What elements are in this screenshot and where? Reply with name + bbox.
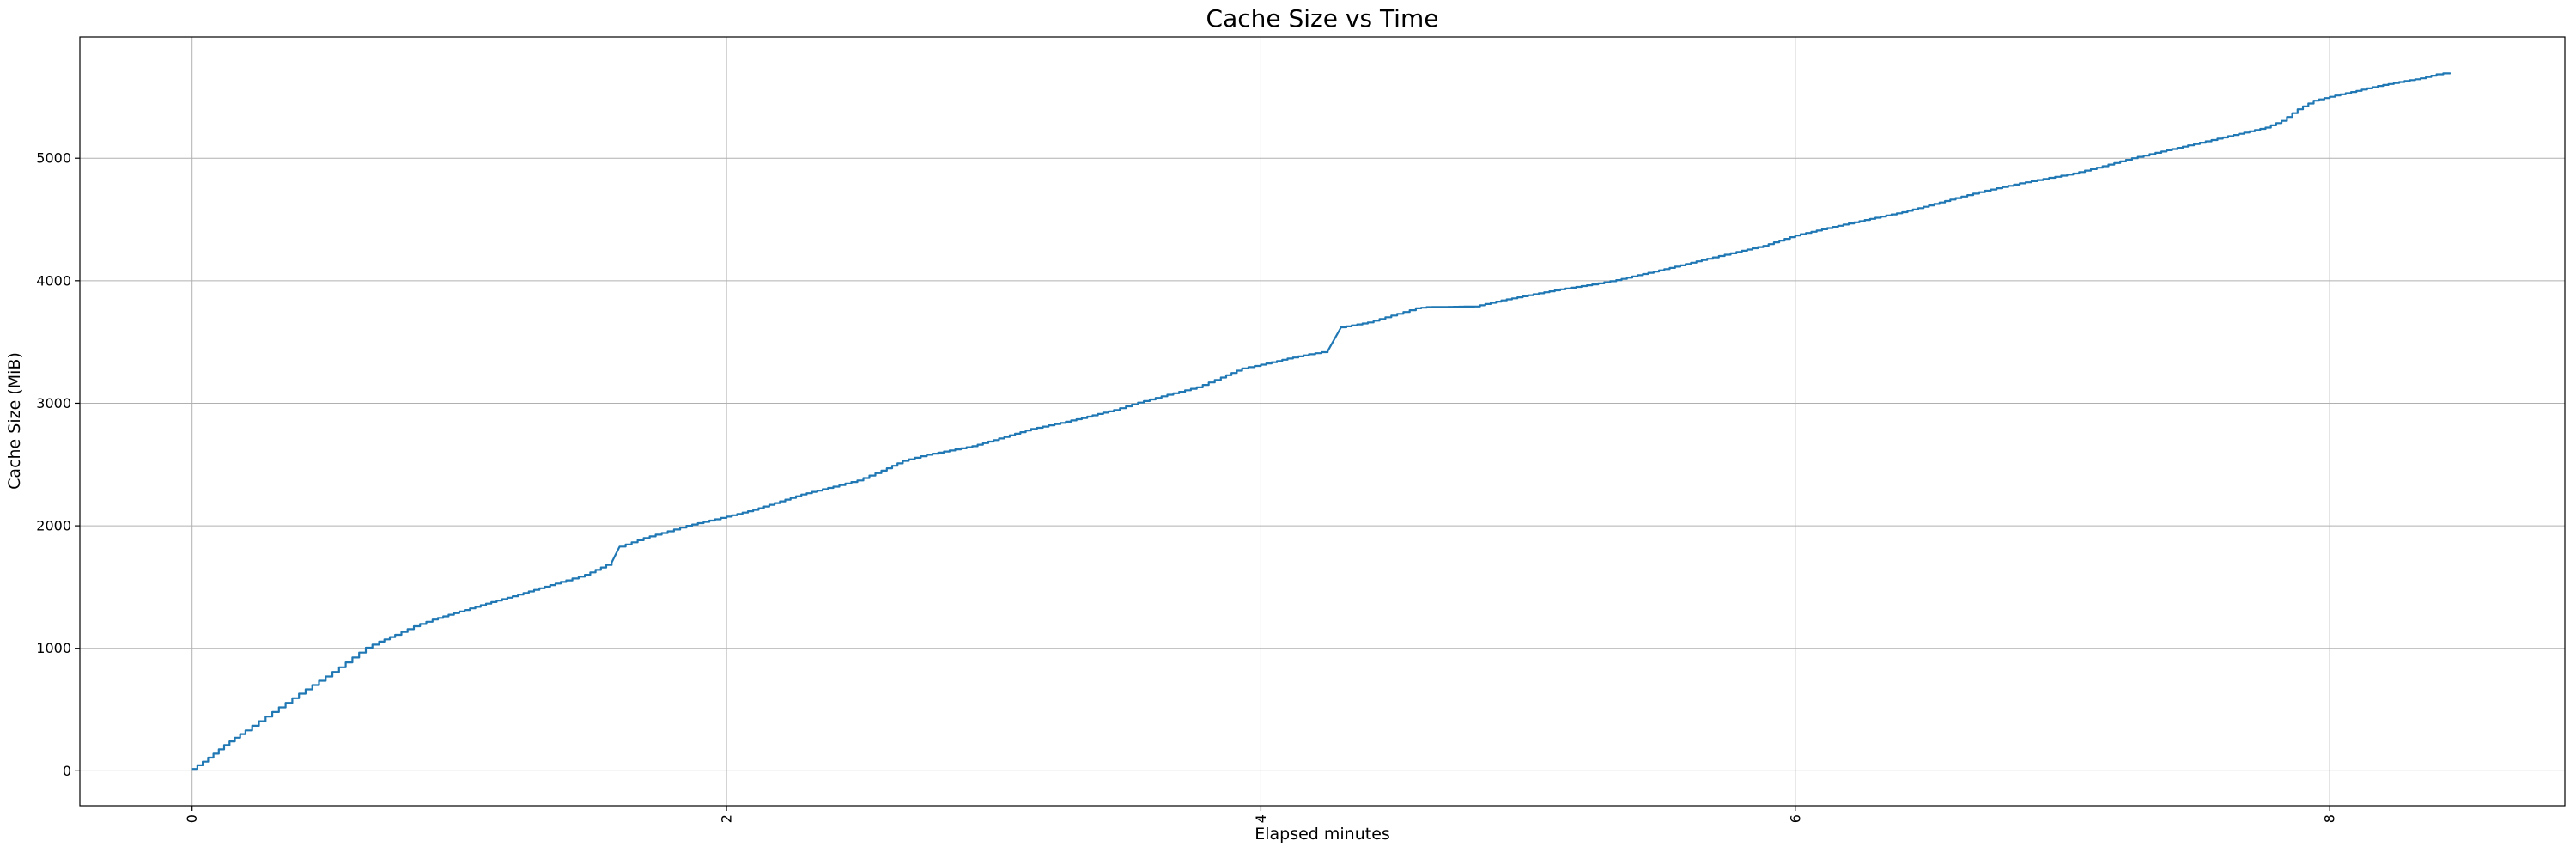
x-tick-label: 4 bbox=[1253, 814, 1269, 823]
chart-title: Cache Size vs Time bbox=[1206, 4, 1439, 33]
axes-layer: 0 2 4 6 8 0 1000 2000 3000 4000 5000 bbox=[36, 36, 2566, 823]
y-tick-label: 3000 bbox=[36, 395, 71, 411]
x-axis-label: Elapsed minutes bbox=[1255, 825, 1390, 844]
y-tick-label: 4000 bbox=[36, 272, 71, 289]
cache-size-line bbox=[191, 72, 2451, 771]
x-tick-label-group: 4 bbox=[1253, 814, 1269, 823]
x-tick-label: 0 bbox=[184, 814, 200, 823]
series-layer bbox=[191, 72, 2451, 771]
grid-layer bbox=[80, 37, 2565, 806]
plot-border bbox=[79, 36, 2566, 807]
x-tick-label: 8 bbox=[2322, 814, 2338, 823]
y-tick-label: 2000 bbox=[36, 518, 71, 534]
x-tick-label-group: 2 bbox=[719, 814, 735, 823]
y-tick-label: 5000 bbox=[36, 150, 71, 167]
x-tick-label: 2 bbox=[719, 814, 735, 823]
x-tick-label-group: 6 bbox=[1787, 814, 1803, 823]
x-tick-label-group: 0 bbox=[184, 814, 200, 823]
y-tick-label: 1000 bbox=[36, 640, 71, 656]
y-tick-label: 0 bbox=[63, 763, 71, 779]
x-tick-label: 6 bbox=[1787, 814, 1803, 823]
x-tick-label-group: 8 bbox=[2322, 814, 2338, 823]
y-axis-label: Cache Size (MiB) bbox=[5, 352, 24, 490]
